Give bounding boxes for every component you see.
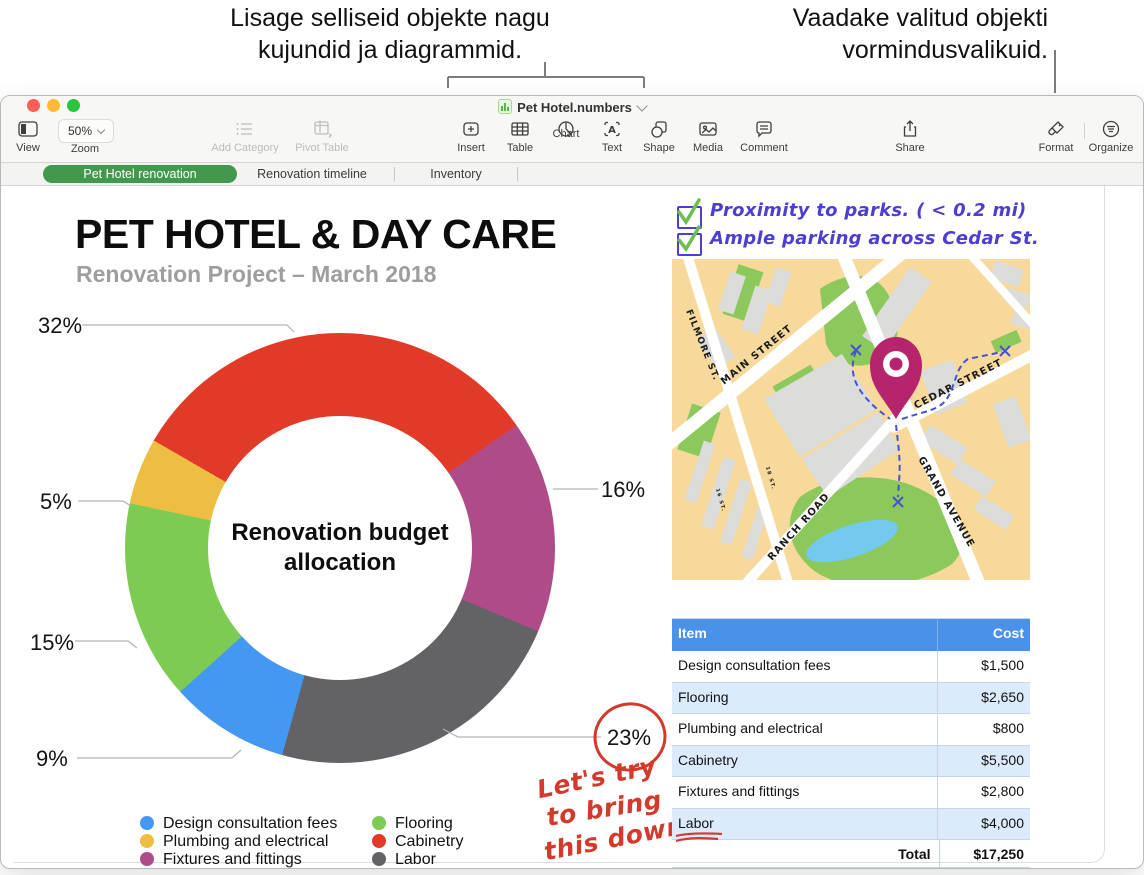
slice-label-23: 23% <box>607 725 652 750</box>
zoom-control[interactable]: 50% <box>58 119 114 143</box>
legend-item: Flooring <box>372 815 453 833</box>
text-icon: A <box>569 119 655 141</box>
legend-item: Plumbing and electrical <box>140 833 328 851</box>
add-category-icon <box>202 119 288 141</box>
legend-swatch <box>140 834 154 848</box>
neighborhood-map[interactable]: FILMORE ST. MAIN STREET CEDAR STREET GRA… <box>672 259 1030 580</box>
close-button[interactable] <box>27 99 40 112</box>
organize-button[interactable]: Organize <box>1068 119 1143 154</box>
legend-item: Cabinetry <box>372 833 463 851</box>
pivot-table-icon <box>279 119 365 141</box>
toolbar-separator <box>1084 123 1085 139</box>
note-proximity: Proximity to parks. ( < 0.2 mi) <box>710 200 1027 221</box>
tab-pet-hotel-renovation[interactable]: Pet Hotel renovation <box>43 165 237 183</box>
chart-button[interactable]: Chart <box>523 119 609 140</box>
table-row[interactable]: Plumbing and electrical $800 <box>672 714 1030 746</box>
insert-button[interactable]: Insert <box>428 119 514 154</box>
sheet-subtitle[interactable]: Renovation Project – March 2018 <box>76 261 437 287</box>
table-row[interactable]: Fixtures and fittings $2,800 <box>672 777 1030 809</box>
zoom-window-button[interactable] <box>67 99 80 112</box>
table-row[interactable]: Design consultation fees $1,500 <box>672 651 1030 683</box>
chart-icon <box>523 119 609 141</box>
cost-table: Item Cost Design consultation fees $1,500… <box>672 618 1030 868</box>
share-icon <box>867 119 953 141</box>
callout-right: Vaadake valitud objekti vormindusvalikui… <box>792 4 1048 64</box>
route-dashed-path <box>850 344 1011 508</box>
view-icon <box>1 119 71 141</box>
header-cost[interactable]: Cost <box>992 625 1024 641</box>
format-button[interactable]: Format <box>1013 119 1099 154</box>
slice-label-32: 32% <box>38 313 83 338</box>
tab-inventory[interactable]: Inventory <box>430 167 482 181</box>
checkbox-proximity[interactable] <box>677 206 702 229</box>
table-row-labor[interactable]: Labor $4,000 <box>672 808 1030 840</box>
legend-swatch <box>372 834 386 848</box>
zoom-label: Zoom <box>70 143 100 155</box>
legend-swatch <box>372 852 386 866</box>
sheet-tab-bar: + Pet Hotel renovation Renovation timeli… <box>1 163 1143 186</box>
toolbar: Pet Hotel.numbers View 50% Zoom Add Cate… <box>1 96 1143 163</box>
chart-title: Renovation budget allocation <box>231 519 449 576</box>
organize-icon <box>1068 119 1143 141</box>
comment-icon <box>721 119 807 141</box>
add-category-button[interactable]: Add Category <box>202 119 288 154</box>
callout-pointer-lines <box>447 50 1056 93</box>
legend-item: Labor <box>372 851 436 869</box>
shape-button[interactable]: Shape <box>616 119 702 154</box>
svg-text:A: A <box>608 125 616 136</box>
legend-swatch <box>140 816 154 830</box>
media-button[interactable]: Media <box>665 119 751 154</box>
checkbox-parking[interactable] <box>677 233 702 256</box>
legend-item: Fixtures and fittings <box>140 851 302 869</box>
legend-swatch <box>140 852 154 866</box>
slice-label-15: 15% <box>30 630 75 655</box>
text-button[interactable]: A Text <box>569 119 655 154</box>
title-chevron-icon <box>636 100 648 112</box>
comment-button[interactable]: Comment <box>721 119 807 154</box>
header-item[interactable]: Item <box>672 619 938 651</box>
shape-icon <box>616 119 702 141</box>
callout-left: Lisage selliseid objekte nagu kujundid j… <box>230 4 550 64</box>
tab-separator <box>517 167 518 181</box>
tab-renovation-timeline[interactable]: Renovation timeline <box>257 167 367 181</box>
format-icon <box>1013 119 1099 141</box>
slice-label-16: 16% <box>601 477 646 502</box>
note-parking: Ample parking across Cedar St. <box>710 228 1039 249</box>
table-header-row[interactable]: Item Cost <box>672 619 1030 651</box>
table-icon <box>477 119 563 141</box>
slice-label-5: 5% <box>40 489 72 514</box>
table-total-row[interactable]: Total $17,250 <box>672 840 1030 868</box>
table-button[interactable]: Table <box>477 119 563 154</box>
tab-separator <box>394 167 395 181</box>
view-button[interactable]: View <box>1 119 71 154</box>
donut-chart-center: Renovation budget allocation <box>208 416 472 680</box>
table-row[interactable]: Cabinetry $5,500 <box>672 745 1030 777</box>
minimize-button[interactable] <box>47 99 60 112</box>
window-title[interactable]: Pet Hotel.numbers <box>1 99 1143 115</box>
media-icon <box>665 119 751 141</box>
share-button[interactable]: Share <box>867 119 953 154</box>
pivot-table-button[interactable]: Pivot Table <box>279 119 365 154</box>
table-row[interactable]: Flooring $2,650 <box>672 682 1030 714</box>
legend-swatch <box>372 816 386 830</box>
sheet-title[interactable]: PET HOTEL & DAY CARE <box>75 211 557 257</box>
numbers-doc-icon <box>498 99 513 114</box>
insert-icon <box>428 119 514 141</box>
map-pond <box>806 519 898 563</box>
legend-item: Design consultation fees <box>140 815 337 833</box>
total-value: $17,250 <box>973 846 1024 862</box>
total-label: Total <box>672 840 940 867</box>
map-pin-icon <box>870 337 922 419</box>
slice-label-9: 9% <box>36 746 68 771</box>
